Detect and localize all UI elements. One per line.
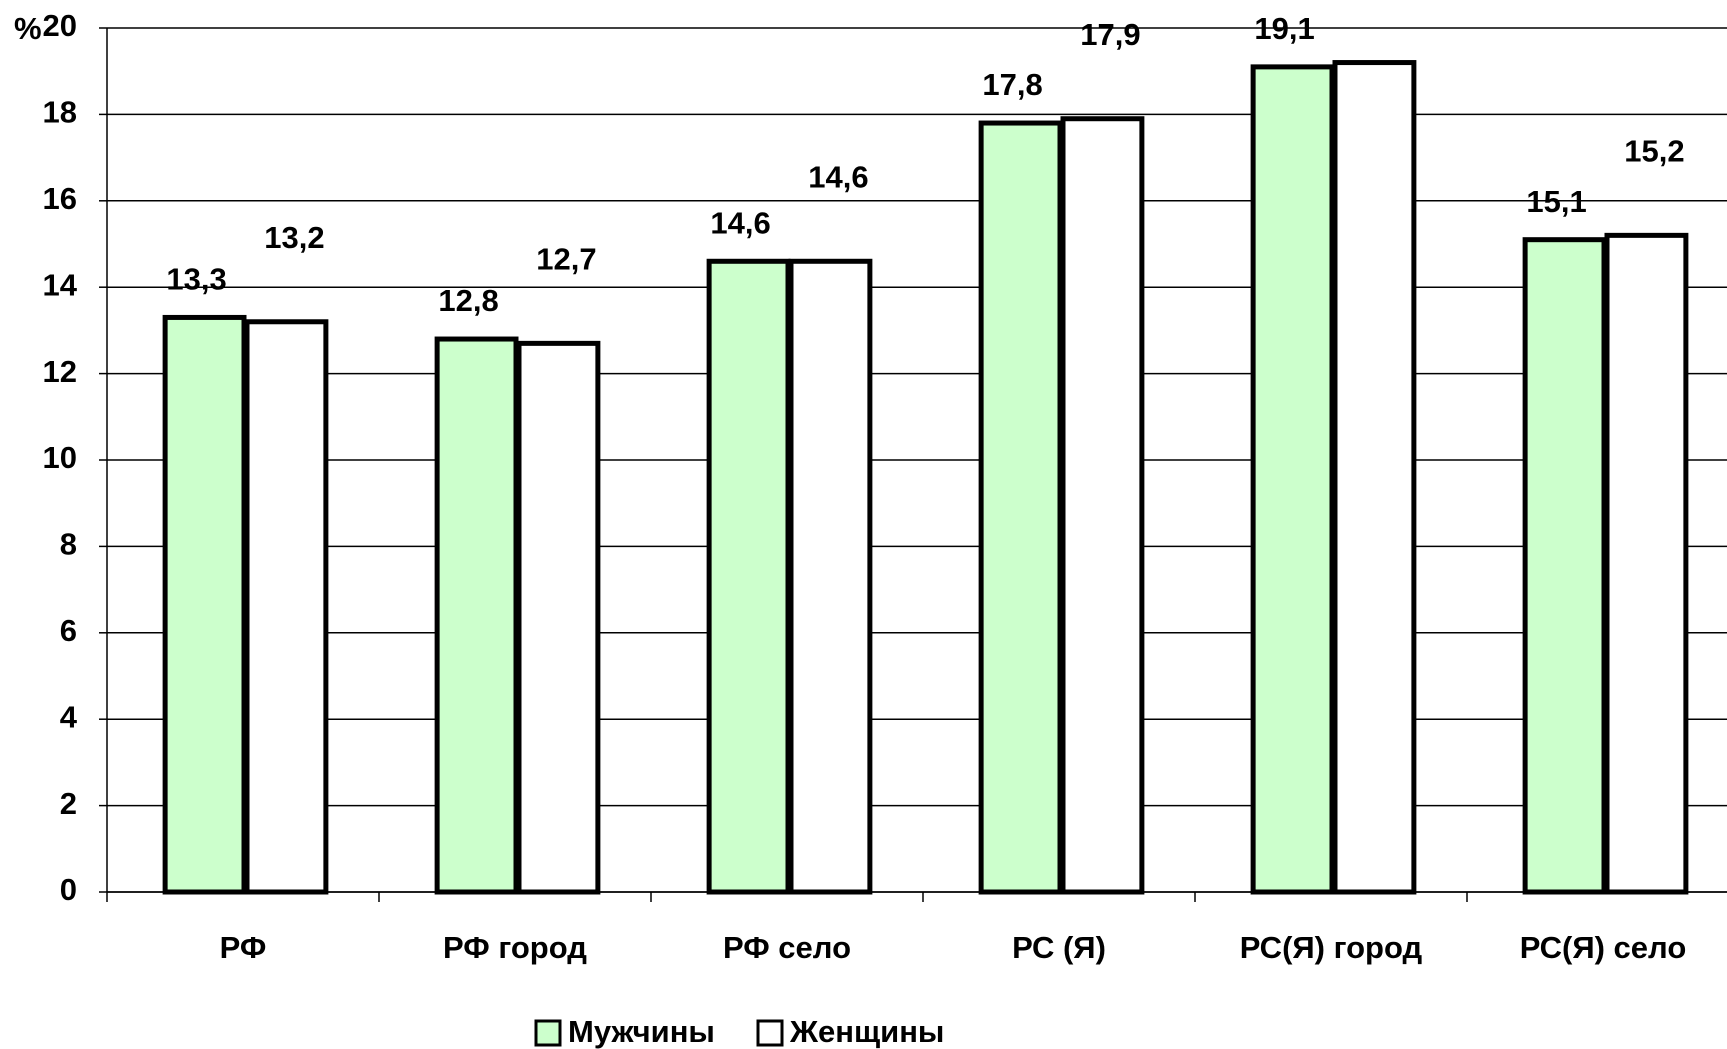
y-tick-label: 2 [60, 786, 77, 821]
y-tick-label: 10 [43, 440, 77, 475]
data-label: 15,2 [1624, 134, 1684, 169]
y-tick-label: 8 [60, 527, 77, 562]
data-label: 19,1 [1254, 11, 1314, 46]
bar [788, 258, 873, 895]
x-tick-label: РФ [220, 930, 267, 965]
bar [978, 120, 1063, 895]
data-label: 12,8 [438, 283, 498, 318]
x-tick-label: РС (Я) [1012, 930, 1106, 965]
y-axis-label: % [14, 11, 42, 46]
y-tick-label: 12 [43, 354, 77, 389]
bar [1522, 237, 1607, 895]
x-tick-label: РФ село [723, 930, 851, 965]
legend-label: Мужчины [568, 1014, 715, 1049]
data-label: 15,1 [1526, 184, 1586, 219]
data-label: 17,8 [982, 67, 1042, 102]
x-tick-label: РФ город [443, 930, 587, 965]
bar [1332, 60, 1417, 895]
bar [1060, 116, 1145, 895]
data-label: 14,6 [710, 205, 770, 240]
y-tick-label: 16 [43, 181, 77, 216]
y-tick-label: 4 [60, 699, 78, 734]
legend-swatch [756, 1019, 784, 1047]
bar [244, 319, 329, 895]
data-label: 13,3 [166, 262, 226, 297]
bar [434, 336, 519, 895]
x-tick-label: РС(Я) село [1520, 930, 1687, 965]
bar [516, 340, 601, 895]
legend-label: Женщины [789, 1014, 944, 1049]
data-label: 13,2 [264, 220, 324, 255]
bar [706, 258, 791, 895]
y-tick-label: 0 [60, 872, 77, 907]
bar [1604, 232, 1689, 895]
legend-swatch [534, 1019, 562, 1047]
data-label: 12,7 [536, 242, 596, 277]
bar [162, 314, 247, 895]
y-tick-label: 20 [43, 8, 77, 43]
y-tick-label: 6 [60, 613, 77, 648]
bar [1250, 64, 1335, 895]
y-tick-label: 18 [43, 95, 77, 130]
y-tick-label: 14 [43, 267, 78, 302]
data-label: 17,9 [1080, 17, 1140, 52]
x-tick-label: РС(Я) город [1240, 930, 1423, 965]
data-label: 14,6 [808, 159, 868, 194]
